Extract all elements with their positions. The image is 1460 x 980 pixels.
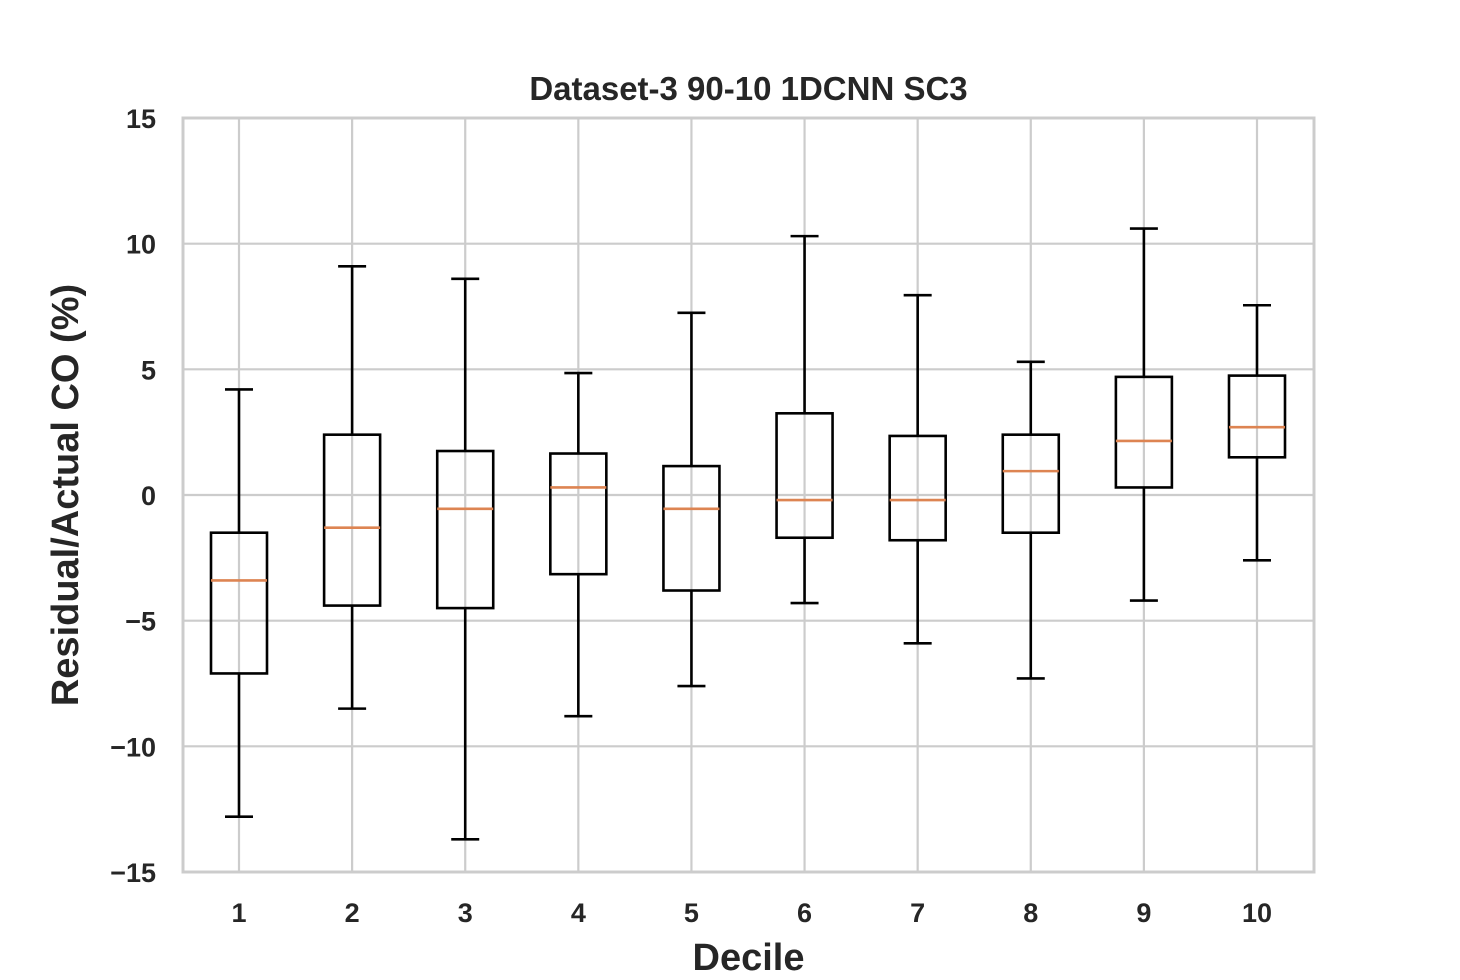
y-tick-label: 15 (126, 104, 156, 134)
iqr-box (1001, 433, 1061, 534)
x-tick-label: 9 (1136, 898, 1151, 928)
y-axis-label: Residual/Actual CO (%) (45, 284, 87, 706)
x-tick-label: 4 (571, 898, 586, 928)
box-decile-8 (1001, 360, 1061, 680)
x-tick-labels: 1 2 3 4 5 6 7 8 9 10 (231, 898, 1272, 928)
box-decile-6 (775, 234, 834, 605)
iqr-box (322, 433, 382, 607)
x-tick-label: 3 (458, 898, 473, 928)
chart-title: Dataset-3 90-10 1DCNN SC3 (529, 70, 967, 107)
boxes (209, 227, 1287, 841)
box-decile-4 (549, 371, 608, 718)
x-tick-label: 6 (797, 898, 812, 928)
y-tick-label: −10 (110, 732, 156, 762)
x-tick-label: 5 (684, 898, 699, 928)
iqr-box (1227, 374, 1287, 459)
box-decile-1 (209, 388, 269, 819)
box-decile-10 (1227, 303, 1287, 562)
iqr-box (1114, 375, 1174, 489)
x-tick-label: 7 (910, 898, 925, 928)
x-tick-label: 10 (1242, 898, 1272, 928)
iqr-box (549, 452, 608, 576)
box-decile-5 (662, 311, 721, 688)
box-decile-3 (435, 277, 495, 841)
box-decile-7 (888, 293, 947, 645)
y-tick-label: 5 (141, 355, 156, 385)
grid (183, 116, 1314, 874)
y-tick-label: 10 (126, 230, 156, 260)
y-tick-label: −5 (125, 607, 156, 637)
iqr-box (888, 434, 947, 542)
x-tick-label: 1 (231, 898, 246, 928)
box-decile-9 (1114, 227, 1174, 602)
y-tick-labels: 15 10 5 0 −5 −10 −15 (110, 104, 156, 888)
iqr-box (435, 449, 495, 610)
box-decile-2 (322, 264, 382, 710)
iqr-box (662, 464, 721, 592)
x-tick-label: 2 (345, 898, 360, 928)
iqr-box (209, 531, 269, 675)
y-tick-label: −15 (110, 858, 156, 888)
iqr-box (775, 412, 834, 540)
plot-frame (181, 116, 1316, 874)
y-tick-label: 0 (141, 481, 156, 511)
x-axis-label: Decile (693, 937, 805, 979)
x-tick-label: 8 (1023, 898, 1038, 928)
